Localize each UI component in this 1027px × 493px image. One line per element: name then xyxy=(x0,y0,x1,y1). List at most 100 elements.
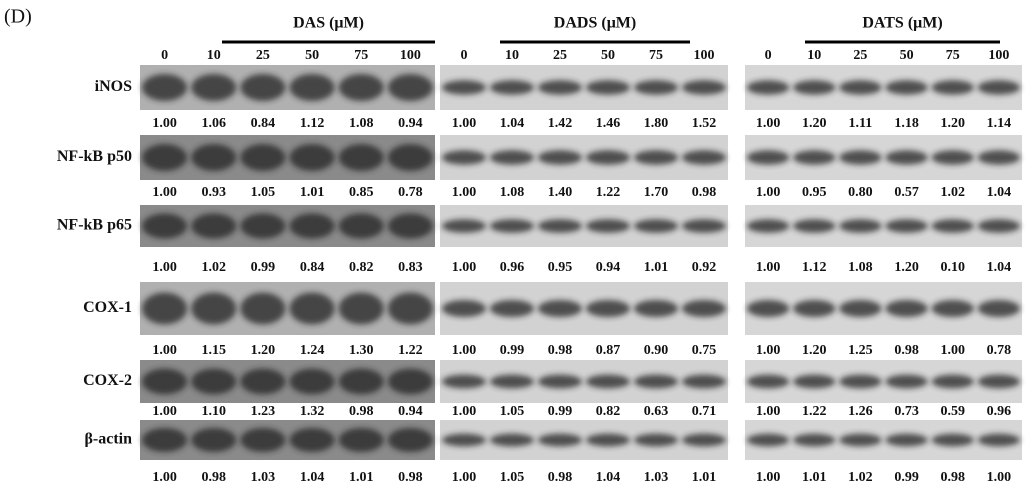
band xyxy=(682,150,726,164)
quantification: 1.00 xyxy=(987,470,1012,485)
band xyxy=(634,375,678,389)
quantification: 0.78 xyxy=(398,185,423,200)
group-title: DADS (μM) xyxy=(554,15,636,32)
band xyxy=(885,80,927,94)
quantification: 1.11 xyxy=(849,116,873,131)
quantification: 0.98 xyxy=(548,470,573,485)
quantification: 1.46 xyxy=(596,116,621,131)
band xyxy=(793,375,835,389)
quantification: 1.22 xyxy=(398,343,423,358)
band xyxy=(793,434,835,447)
quantification: 1.00 xyxy=(452,470,477,485)
band xyxy=(885,434,927,447)
band xyxy=(747,375,789,389)
group-title: DAS (μM) xyxy=(293,15,364,32)
quantification: 0.59 xyxy=(941,404,966,419)
band xyxy=(839,375,881,389)
band xyxy=(388,144,433,171)
panel-label: (D) xyxy=(4,6,32,28)
quantification: 1.06 xyxy=(202,116,227,131)
quantification: 0.82 xyxy=(349,260,374,275)
band xyxy=(442,150,486,164)
quantification: 0.80 xyxy=(848,185,873,200)
group-title: DATS (μM) xyxy=(862,15,942,32)
band xyxy=(932,434,974,447)
figure: (D) DAS (μM)010255075100DADS (μM)0102550… xyxy=(0,0,1027,493)
band xyxy=(885,300,927,317)
quantification: 1.40 xyxy=(548,185,573,200)
quantification: 0.83 xyxy=(398,260,423,275)
quantification: 0.98 xyxy=(941,470,966,485)
quantification: 1.00 xyxy=(452,404,477,419)
quantification: 0.98 xyxy=(202,470,227,485)
quantification: 1.00 xyxy=(756,185,781,200)
band xyxy=(289,213,334,238)
band xyxy=(932,300,974,317)
quantification: 0.92 xyxy=(692,260,717,275)
quantification: 1.00 xyxy=(756,116,781,131)
quantification: 1.00 xyxy=(152,470,177,485)
row-label: β-actin xyxy=(84,431,132,448)
band xyxy=(978,375,1020,389)
quantification: 0.82 xyxy=(596,404,621,419)
quantification: 1.00 xyxy=(756,470,781,485)
concentration-label: 75 xyxy=(354,48,368,63)
quantification: 0.94 xyxy=(398,116,423,131)
quantification: 0.84 xyxy=(251,116,276,131)
quantification: 1.52 xyxy=(692,116,717,131)
band xyxy=(538,375,582,389)
band xyxy=(586,375,630,389)
band xyxy=(289,293,334,325)
quantification: 0.10 xyxy=(941,260,966,275)
band xyxy=(538,300,582,317)
band xyxy=(839,219,881,232)
band xyxy=(388,369,433,395)
band xyxy=(339,428,384,452)
concentration-label: 0 xyxy=(765,48,772,63)
band xyxy=(490,300,534,317)
quantification: 1.05 xyxy=(500,404,525,419)
quantification: 1.14 xyxy=(987,116,1012,131)
quantification: 1.22 xyxy=(596,185,621,200)
concentration-label: 100 xyxy=(694,48,715,63)
band xyxy=(142,74,187,101)
concentration-label: 75 xyxy=(946,48,960,63)
band xyxy=(339,144,384,171)
quantification: 1.00 xyxy=(152,260,177,275)
band xyxy=(634,219,678,232)
quantification: 1.00 xyxy=(152,185,177,200)
band xyxy=(191,293,236,325)
quantification: 1.00 xyxy=(152,116,177,131)
band xyxy=(634,300,678,317)
band xyxy=(682,219,726,232)
band xyxy=(490,434,534,447)
row-label: COX-1 xyxy=(83,299,132,316)
quantification: 0.73 xyxy=(894,404,919,419)
quantification: 1.20 xyxy=(251,343,276,358)
band xyxy=(839,300,881,317)
quantification: 1.04 xyxy=(987,185,1012,200)
band xyxy=(793,150,835,164)
quantification: 0.99 xyxy=(894,470,919,485)
band xyxy=(586,219,630,232)
quantification: 0.98 xyxy=(894,343,919,358)
band xyxy=(490,150,534,164)
band xyxy=(586,80,630,94)
quantification: 1.04 xyxy=(500,116,525,131)
band xyxy=(747,80,789,94)
band xyxy=(142,369,187,395)
quantification: 1.00 xyxy=(452,116,477,131)
band xyxy=(191,428,236,452)
quantification: 1.12 xyxy=(300,116,325,131)
band xyxy=(634,80,678,94)
quantification: 0.98 xyxy=(548,343,573,358)
band xyxy=(240,213,285,238)
quantification: 0.95 xyxy=(802,185,827,200)
quantification: 0.78 xyxy=(987,343,1012,358)
quantification: 1.26 xyxy=(848,404,873,419)
quantification: 1.00 xyxy=(152,404,177,419)
band xyxy=(586,300,630,317)
quantification: 0.99 xyxy=(500,343,525,358)
band xyxy=(747,150,789,164)
band xyxy=(586,434,630,447)
